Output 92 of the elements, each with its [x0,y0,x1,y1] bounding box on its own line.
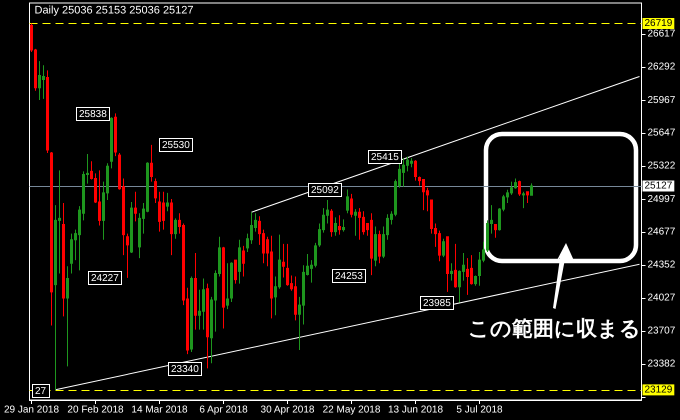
candlestick [230,262,233,303]
candlestick [110,116,113,169]
x-tick-label: 30 Apr 2018 [260,404,315,416]
candlestick [374,226,377,267]
candlestick [454,243,457,288]
candlestick [522,191,525,209]
candlestick [410,158,413,168]
candlestick [70,233,73,274]
x-tick-label: 6 Apr 2018 [199,404,248,416]
y-tick-label: 26292 [648,62,676,73]
chart-title: Daily 25036 25153 25036 25127 [34,4,194,16]
candlestick [226,262,229,310]
candlestick [378,230,381,264]
annotation: 24227 [91,273,120,284]
candlestick [414,160,417,182]
y-tick-label: 25322 [648,160,676,172]
candlestick [50,152,53,326]
candlestick [350,193,353,218]
candlestick [222,246,225,330]
candlestick [358,208,361,240]
candlestick [66,266,69,367]
candlestick [442,238,445,258]
candlestick [238,239,241,284]
candlestick [62,202,65,317]
candlestick [342,218,345,232]
y-tick-label: 24677 [648,226,676,238]
candlestick [194,252,197,330]
x-tick-label: 5 Jul 2018 [456,404,504,416]
candlestick [174,218,177,240]
candlestick [450,262,453,282]
y-tick-label: 25967 [648,94,676,106]
candlestick [330,208,333,238]
y-tick-label: 26617 [648,28,676,40]
y-tick-label: 24997 [648,194,676,205]
ref-line-label: 26719 [644,18,673,30]
candlestick [446,236,449,292]
annotation: 25415 [371,152,400,163]
candlestick [518,180,521,196]
y-tick-label: 23707 [648,325,676,336]
candlestick [526,191,529,204]
candlestick [114,112,117,157]
candlestick [402,158,405,188]
candlestick [166,192,169,212]
ref-line-label: 25127 [644,180,673,192]
candlestick [150,144,153,182]
candlestick [170,198,173,256]
candlestick [242,245,245,278]
candlestick [158,191,161,232]
candlestick [206,283,209,369]
x-tick-label: 29 Jan 2018 [4,404,60,416]
candlestick [370,212,373,276]
candlestick [338,214,341,236]
annotation: この範囲に収まる [468,316,641,340]
y-tick-label: 24027 [648,292,676,304]
candlestick [466,258,469,296]
annotation: 23340 [171,364,200,375]
x-tick-label: 20 Feb 2018 [67,404,124,416]
x-tick-label: 13 Jun 2018 [388,404,444,416]
candlestick [354,208,357,236]
annotation: 25092 [311,185,340,196]
candlestick [126,233,129,278]
candlestick [422,179,425,211]
annotation: 25530 [162,140,190,151]
candlestick [202,278,205,330]
candlestick [282,243,285,278]
ref-line-label: 23129 [644,384,673,396]
candlestick [98,170,101,226]
y-tick-label: 23382 [648,358,676,370]
annotation: 23985 [423,298,452,309]
candlestick [42,64,45,100]
candlestick [234,260,237,284]
candlestick [346,189,349,214]
annotation: 27 [35,386,47,397]
candlestick [130,202,133,254]
candlestick [38,60,41,100]
y-tick-label: 25647 [648,127,676,138]
candlestick [270,235,273,319]
x-tick-label: 22 May 2018 [322,404,381,416]
candlestick [474,274,477,286]
annotation: 25838 [79,109,108,120]
candlestick [162,191,165,230]
annotation: 24253 [335,271,364,282]
candlestick [46,70,49,154]
x-tick-label: 14 Mar 2018 [131,404,188,416]
candlestick [190,276,193,353]
candlestick [530,182,533,196]
y-tick-label: 24352 [648,260,676,271]
candlestick [494,224,497,238]
candlestick [334,216,337,236]
candlestick [154,178,157,204]
candlestick [134,191,137,222]
candlestick [294,276,297,321]
